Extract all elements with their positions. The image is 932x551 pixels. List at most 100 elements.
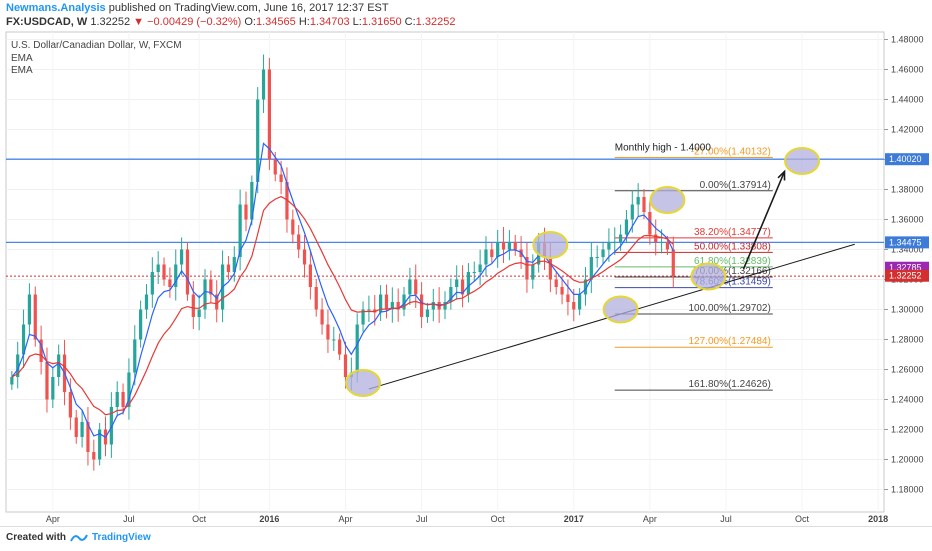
- candle-body: [478, 264, 482, 272]
- candle-body: [80, 422, 84, 437]
- candles: [10, 54, 675, 471]
- highlight-circle: [784, 147, 821, 175]
- candle-body: [642, 197, 646, 212]
- last-price: 1.32252: [90, 16, 131, 28]
- candle-body: [121, 392, 125, 407]
- highlight-circle: [532, 231, 569, 259]
- x-tick-label: Jul: [720, 514, 732, 524]
- candle-body: [45, 362, 49, 400]
- candle-body: [630, 204, 634, 220]
- horizontal-lines: [6, 158, 884, 277]
- candle-body: [525, 257, 529, 280]
- y-tick-label: 1.22000: [891, 425, 924, 435]
- candle-body: [291, 219, 295, 235]
- projection-arrow: [742, 171, 786, 270]
- candle-body: [338, 339, 342, 355]
- candle-body: [144, 294, 149, 310]
- tradingview-link[interactable]: TradingView: [92, 532, 151, 543]
- fib-level-label: 61.80%(1.32839): [694, 256, 771, 267]
- close-label: C:: [404, 16, 416, 28]
- time-axis[interactable]: Apr Jul Oct 2016 Apr Jul Oct 2017 Apr Jul Oct 2018: [46, 514, 888, 524]
- ema-lines: [11, 142, 674, 439]
- candle-body: [507, 242, 511, 250]
- ohlc-line: FX:USDCAD, W 1.32252 ▼ −0.00429 (−0.32%)…: [6, 16, 455, 28]
- candle-body: [302, 249, 307, 265]
- highlight-circle: [649, 186, 686, 214]
- candle-body: [431, 302, 435, 310]
- y-tick-label: 1.46000: [891, 65, 924, 75]
- fib-level-label: 38.20%(1.34777): [694, 227, 771, 238]
- candle-body: [179, 249, 184, 265]
- highlight-circle: [690, 262, 727, 291]
- candle-body: [484, 249, 488, 265]
- candle-body: [618, 234, 623, 242]
- candle-body: [460, 279, 465, 295]
- candle-body: [578, 294, 582, 310]
- y-tick-label: 1.24000: [891, 395, 924, 405]
- candle-body: [244, 204, 248, 220]
- candle-body: [68, 392, 72, 418]
- candle-body: [548, 257, 552, 280]
- price-badge-label: 1.32785: [889, 263, 922, 273]
- y-tick-label: 1.34000: [891, 245, 924, 255]
- x-tick-label: 2017: [564, 514, 584, 524]
- candle-body: [10, 377, 14, 385]
- candle-body: [419, 294, 424, 317]
- candle-body: [273, 159, 277, 175]
- fib-extension: -27.00%(1.40132) 0.00%(1.37914) 38.20%(1.3…: [614, 147, 773, 391]
- chart-header: Newmans.Analysis published on TradingVie…: [0, 0, 932, 32]
- x-tick-label: Apr: [46, 514, 60, 524]
- candle-body: [226, 264, 231, 272]
- arrow-head-icon: [777, 169, 786, 181]
- candle-body: [390, 302, 394, 310]
- author-link[interactable]: Newmans.Analysis: [6, 2, 106, 14]
- candle-body: [367, 309, 371, 311]
- candle-body: [156, 264, 160, 272]
- fib-level-label: 78.60%(1.31459): [694, 277, 771, 288]
- candle-body: [133, 339, 137, 373]
- highlight-circle: [345, 369, 382, 397]
- fib-level-label: 50.00%(1.33808): [694, 241, 771, 252]
- candle-body: [472, 272, 476, 273]
- high-value: 1.34703: [309, 16, 350, 28]
- candle-body: [203, 279, 207, 310]
- x-tick-label: Apr: [338, 514, 352, 524]
- y-tick-label: 1.26000: [891, 365, 924, 375]
- x-tick-label: Oct: [795, 514, 810, 524]
- candle-body: [613, 242, 617, 243]
- high-label: H:: [298, 16, 310, 28]
- candle-body: [74, 417, 78, 437]
- y-tick-label: 1.36000: [891, 215, 924, 225]
- candle-body: [501, 242, 506, 250]
- monthly-high-label: Monthly high - 1.4000: [615, 142, 712, 153]
- candle-body: [583, 279, 588, 295]
- candle-body: [607, 242, 611, 250]
- price-axis[interactable]: 1.480001.460001.440001.420001.400001.380…: [884, 35, 929, 495]
- y-tick-label: 1.28000: [891, 335, 924, 345]
- candle-body: [191, 294, 195, 317]
- candle-body: [308, 264, 312, 287]
- price-chart[interactable]: -27.00%(1.40132) 0.00%(1.37914) 38.20%(1.3…: [0, 0, 932, 526]
- x-tick-label: 2018: [868, 514, 888, 524]
- footer: Created with TradingView: [0, 526, 932, 551]
- y-tick-label: 1.38000: [891, 185, 924, 195]
- candle-body: [384, 294, 389, 310]
- candle-body: [326, 324, 330, 340]
- candle-body: [267, 69, 272, 160]
- candle-body: [92, 452, 96, 460]
- candle-body: [496, 242, 500, 257]
- price-badge: [885, 236, 929, 249]
- published-text: published on TradingView.com, June 16, 2…: [108, 2, 389, 14]
- candle-body: [109, 407, 113, 445]
- x-tick-label: Jul: [416, 514, 428, 524]
- candle-body: [21, 324, 26, 355]
- low-value: 1.31650: [361, 16, 402, 28]
- y-tick-label: 1.44000: [891, 95, 924, 105]
- candle-body: [513, 242, 517, 250]
- candle-body: [98, 429, 102, 460]
- candle-body: [654, 234, 658, 242]
- publish-line: Newmans.Analysis published on TradingVie…: [6, 2, 389, 14]
- candle-body: [139, 309, 143, 340]
- ema-fast-label: EMA: [11, 53, 33, 64]
- candle-body: [402, 294, 406, 310]
